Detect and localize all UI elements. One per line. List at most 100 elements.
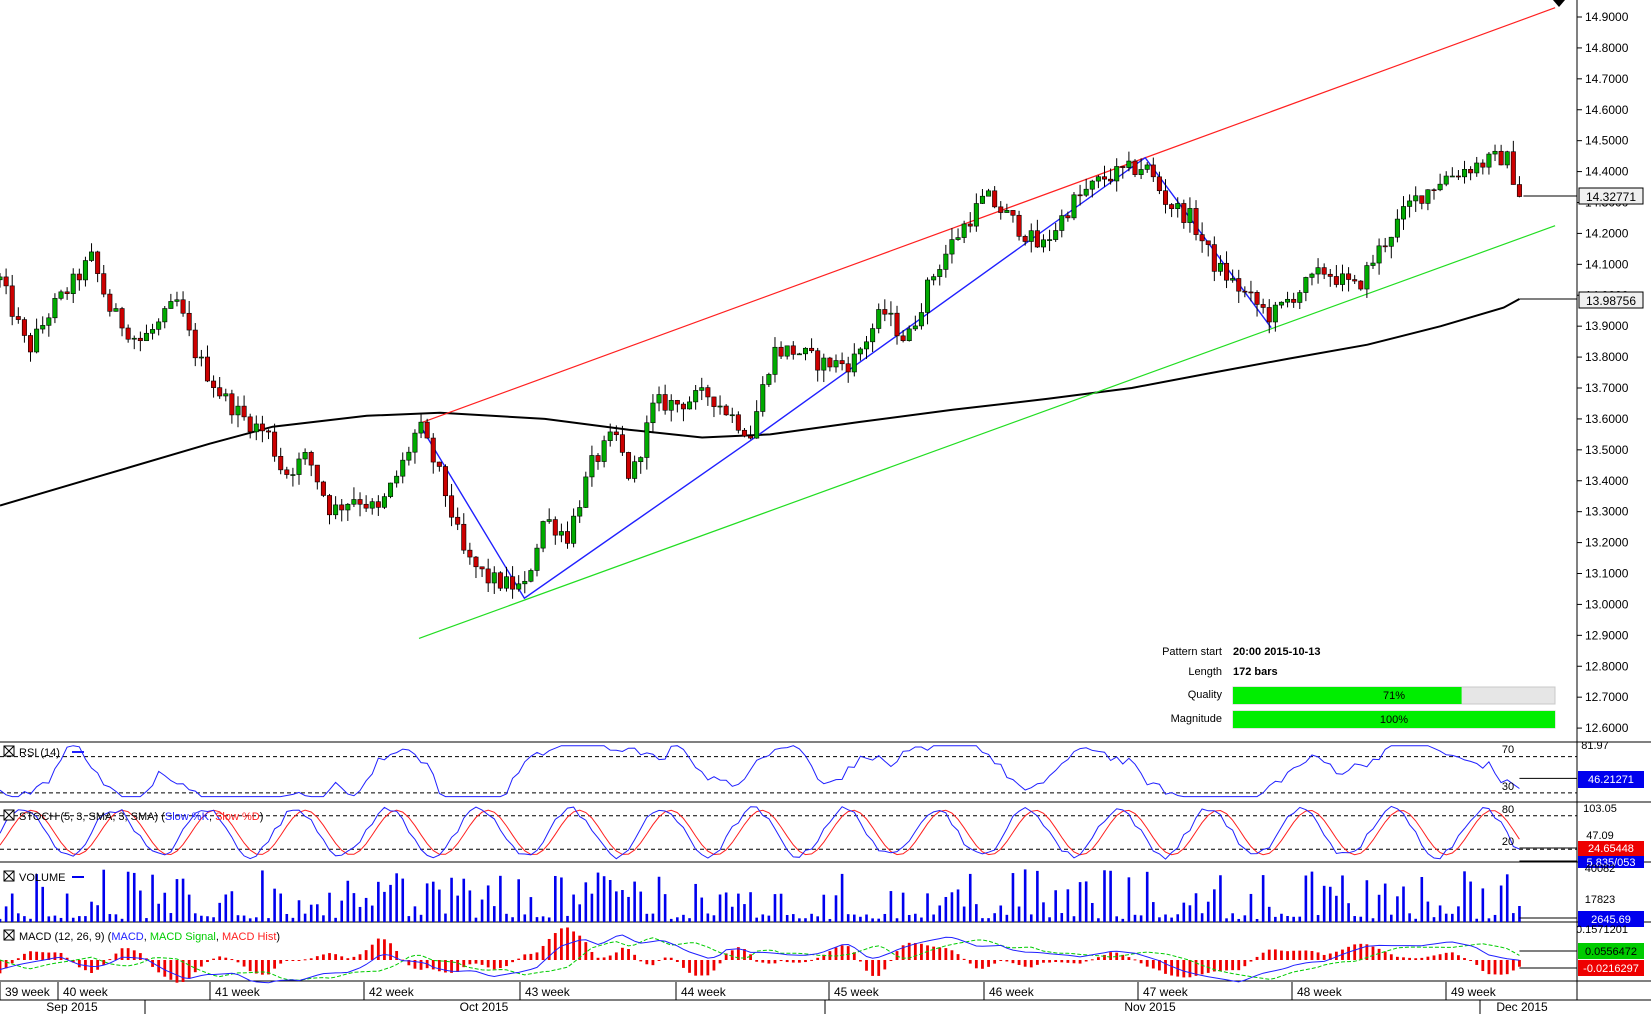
candle-up [583, 476, 589, 508]
candle [70, 268, 76, 303]
volume-bar [663, 894, 667, 922]
candle [1224, 251, 1230, 289]
candle [979, 189, 985, 204]
volume-bar [962, 906, 966, 922]
volume-bar [1304, 875, 1308, 922]
macd-hist-bar [1450, 952, 1454, 960]
volume-bar [1518, 905, 1521, 922]
candle-up [601, 440, 607, 462]
macd-hist-bar [1499, 960, 1503, 975]
candle [632, 455, 638, 483]
candle [1144, 162, 1150, 173]
candle-down [1022, 236, 1028, 242]
candle [9, 274, 15, 326]
volume-bar [553, 875, 557, 922]
scroll-marker-icon[interactable] [1553, 0, 1565, 7]
candle-down [1358, 280, 1364, 290]
stoch-k-badge [1578, 841, 1644, 856]
macd-hist-bar [65, 957, 69, 960]
candle [0, 273, 3, 288]
candle-up [918, 312, 924, 327]
candle-up [223, 393, 229, 397]
volume-bar [712, 915, 716, 922]
volume-bar [261, 870, 264, 922]
quality-value: 71% [1383, 690, 1405, 702]
price-tick-label: 13.4000 [1585, 474, 1629, 488]
rsi-toggle-cross [3, 745, 15, 757]
volume-bar [810, 913, 813, 922]
candle-up [156, 321, 162, 330]
magnitude-value: 100% [1380, 714, 1408, 726]
volume-bar [71, 917, 75, 922]
volume-bar [456, 895, 459, 922]
candle-down [186, 312, 192, 331]
candle-up [52, 298, 58, 319]
magnitude-bar-fill [1233, 711, 1555, 728]
candle-up [699, 387, 705, 391]
macd-hist-bar [1322, 954, 1326, 960]
quality-bar-fill [1233, 687, 1462, 704]
candle [1230, 269, 1236, 283]
volume-bar [743, 904, 746, 922]
price-tick-label: 14.8000 [1585, 41, 1629, 55]
macd-hist-bar [468, 960, 472, 965]
candle-down [595, 455, 601, 462]
macd-panel [0, 927, 1651, 984]
stoch-toggle-cross [3, 809, 15, 821]
candle-up [979, 195, 985, 204]
candle-down [735, 414, 741, 431]
candle [1199, 222, 1205, 253]
candle-down [741, 429, 747, 437]
candle [1254, 290, 1260, 317]
week-label: 39 week [5, 985, 51, 999]
macd-hist-bar [1121, 954, 1125, 960]
candle-up [973, 203, 979, 227]
macd-hist-bar [1487, 960, 1491, 975]
macd-hist-bar [962, 958, 966, 960]
volume-bar [1231, 913, 1234, 922]
candle-up [1339, 273, 1345, 285]
candle [839, 352, 845, 371]
candle-down [1010, 210, 1016, 216]
candle [436, 461, 442, 472]
candle [381, 493, 387, 510]
candle [1455, 170, 1461, 181]
price-tick-label: 14.6000 [1585, 103, 1629, 117]
macd-hist-bar [834, 947, 838, 960]
time-axis: 39 week 40 week 41 week 42 week 43 week 44 we… [0, 982, 1651, 1014]
candle [369, 498, 375, 515]
candle [192, 323, 198, 367]
candle [1248, 280, 1254, 302]
stoch-header: STOCH (5, 3, SMA, 3, SMA) (Slow %K, Slow… [3, 809, 263, 823]
candle [320, 480, 326, 498]
candle [760, 376, 766, 417]
macd-hist-bar [511, 960, 514, 963]
candle-up [851, 353, 857, 373]
volume-bar [523, 914, 527, 922]
macd-hist-bar [77, 960, 81, 968]
stoch-level-80: 80 [1502, 804, 1514, 816]
volume-bar [1274, 916, 1277, 922]
volume-bar [450, 877, 453, 922]
candle [1492, 144, 1498, 162]
macd-hist-bar [1304, 950, 1308, 960]
volume-bar [1109, 870, 1112, 922]
volume-bar [242, 915, 246, 922]
volume-bar [761, 914, 765, 922]
candle [1236, 269, 1242, 303]
macd-hist-bar [584, 942, 588, 960]
candle [857, 347, 863, 361]
volume-bar [90, 901, 93, 922]
volume-bar [175, 879, 179, 922]
candle [516, 575, 522, 592]
candle-down [748, 435, 754, 439]
candle-up [638, 457, 644, 463]
macd-hist-bar [1310, 951, 1314, 960]
candle-down [723, 405, 729, 416]
volume-bar [694, 883, 697, 922]
macd-hist-bar [456, 960, 460, 972]
candle-up [821, 357, 827, 371]
volume-bar [505, 913, 508, 922]
candle [418, 414, 424, 439]
